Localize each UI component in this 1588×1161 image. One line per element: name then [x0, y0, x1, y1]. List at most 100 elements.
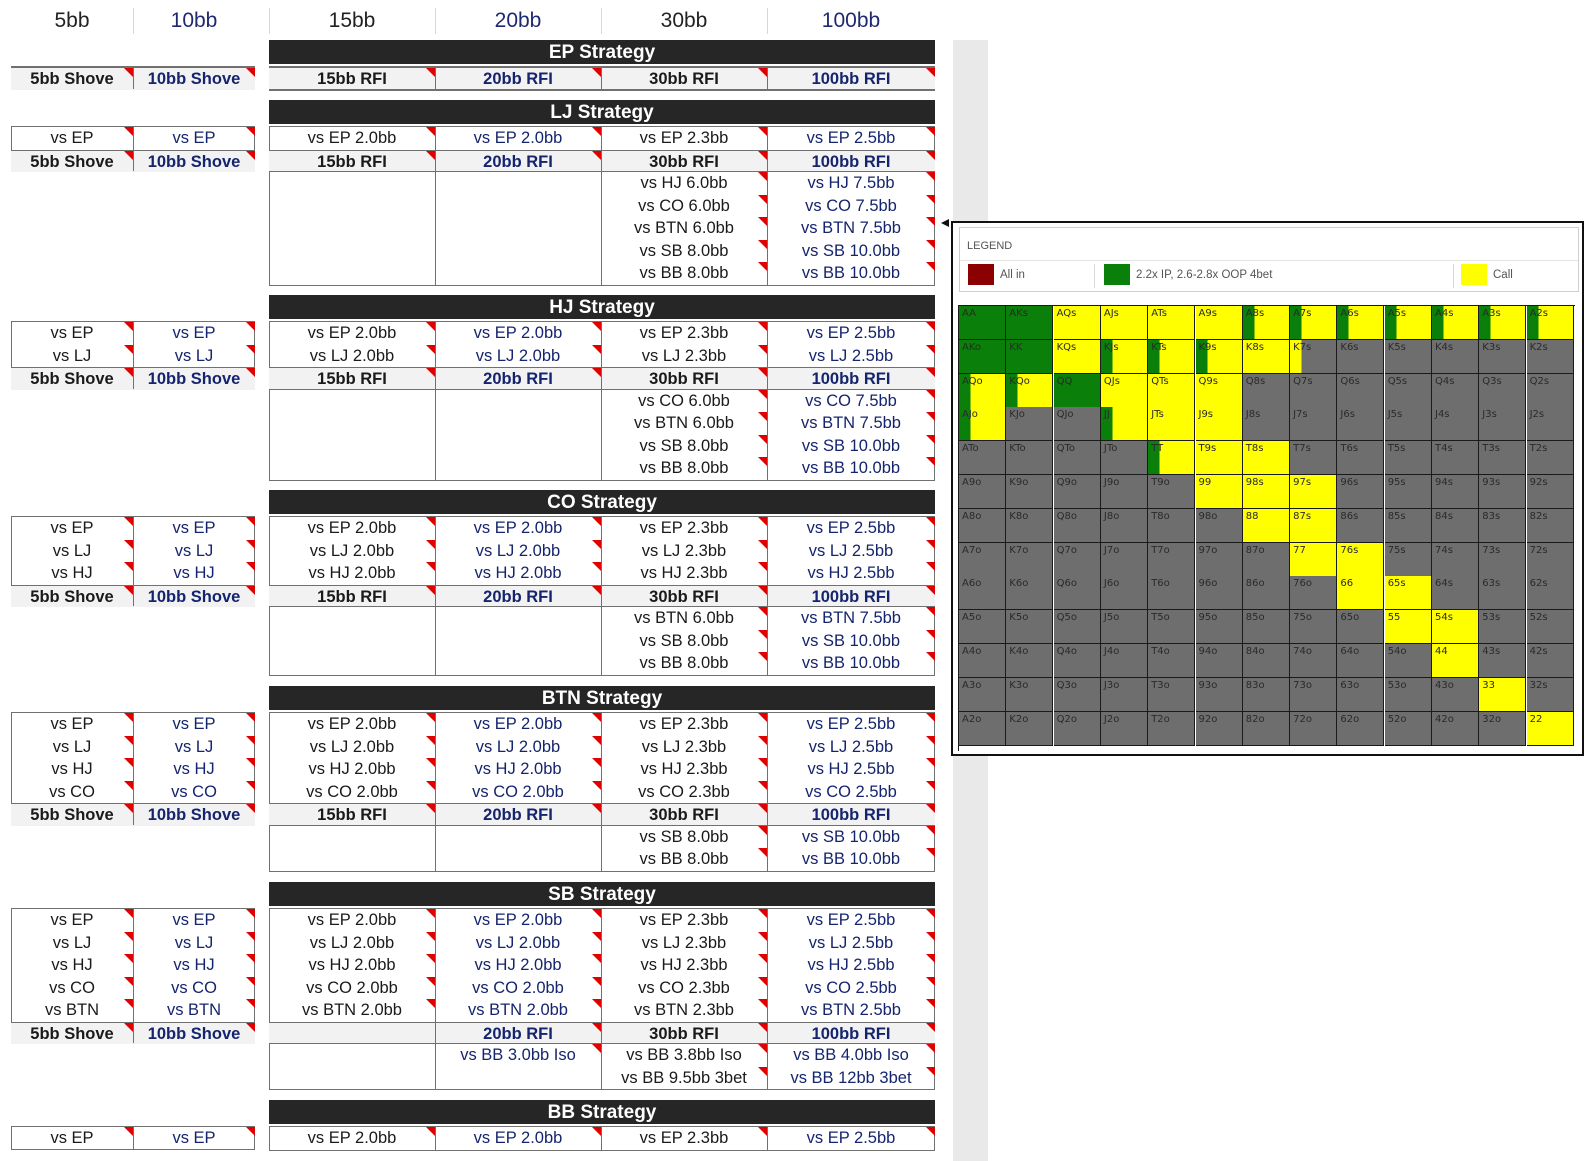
hand-cell[interactable]: T4s: [1432, 441, 1479, 476]
hand-cell[interactable]: J6o: [1100, 576, 1148, 611]
strategy-cell[interactable]: vs LJ: [11, 344, 133, 368]
comment-marker-icon[interactable]: [758, 68, 767, 77]
strategy-cell[interactable]: vs BB 9.5bb 3bet: [601, 1066, 767, 1090]
hand-cell[interactable]: 62o: [1337, 711, 1385, 746]
comment-marker-icon[interactable]: [926, 713, 935, 722]
hand-cell[interactable]: ATo: [959, 441, 1006, 476]
strategy-cell[interactable]: vs EP: [11, 909, 133, 932]
hand-cell[interactable]: A3s: [1479, 306, 1527, 340]
strategy-cell[interactable]: vs EP 2.0bb: [435, 1127, 601, 1150]
strategy-cell[interactable]: vs LJ 2.5bb: [767, 931, 935, 955]
hand-cell[interactable]: 65s: [1384, 576, 1432, 611]
strategy-cell[interactable]: 20bb RFI: [435, 367, 601, 390]
strategy-cell[interactable]: vs BTN 2.0bb: [269, 999, 435, 1022]
strategy-cell[interactable]: vs LJ 2.0bb: [269, 344, 435, 368]
strategy-cell[interactable]: 30bb RFI: [601, 1021, 767, 1044]
comment-marker-icon[interactable]: [926, 412, 935, 421]
comment-marker-icon[interactable]: [758, 539, 767, 549]
hand-cell[interactable]: T6s: [1337, 441, 1385, 476]
strategy-cell[interactable]: vs HJ: [133, 562, 255, 585]
hand-cell[interactable]: Q3o: [1053, 677, 1101, 712]
comment-marker-icon[interactable]: [426, 976, 435, 986]
comment-marker-icon[interactable]: [592, 735, 601, 745]
comment-marker-icon[interactable]: [124, 150, 133, 160]
strategy-cell[interactable]: 100bb RFI: [767, 1021, 935, 1044]
hand-cell[interactable]: AQo: [959, 373, 1006, 408]
comment-marker-icon[interactable]: [758, 322, 767, 331]
hand-cell[interactable]: 22: [1526, 711, 1574, 746]
strategy-cell[interactable]: vs BB 8.0bb: [601, 457, 767, 480]
strategy-cell[interactable]: vs EP 2.5bb: [767, 1127, 935, 1150]
strategy-cell[interactable]: vs BB 12bb 3bet: [767, 1066, 935, 1090]
strategy-cell[interactable]: vs EP 2.0bb: [269, 517, 435, 540]
hand-cell[interactable]: Q8o: [1053, 508, 1101, 543]
comment-marker-icon[interactable]: [124, 585, 133, 595]
hand-cell[interactable]: QTo: [1053, 441, 1101, 476]
comment-marker-icon[interactable]: [926, 457, 935, 466]
hand-cell[interactable]: J3o: [1100, 677, 1148, 712]
strategy-cell[interactable]: vs EP: [11, 322, 133, 345]
hand-cell[interactable]: T8s: [1242, 441, 1290, 476]
strategy-cell[interactable]: 10bb Shove: [133, 67, 255, 90]
comment-marker-icon[interactable]: [592, 780, 601, 790]
hand-cell[interactable]: J7s: [1290, 407, 1338, 442]
hand-cell[interactable]: 95s: [1384, 475, 1432, 509]
hand-cell[interactable]: J7o: [1100, 542, 1148, 577]
hand-cell[interactable]: 42s: [1526, 644, 1574, 678]
strategy-cell[interactable]: vs LJ: [11, 931, 133, 955]
hand-cell[interactable]: T5o: [1148, 610, 1196, 645]
hand-cell[interactable]: 54o: [1384, 644, 1432, 678]
comment-marker-icon[interactable]: [758, 976, 767, 986]
comment-marker-icon[interactable]: [246, 999, 255, 1008]
hand-cell[interactable]: 74o: [1290, 644, 1338, 678]
hand-cell[interactable]: ATs: [1148, 306, 1196, 340]
hand-cell[interactable]: A5s: [1384, 306, 1432, 340]
comment-marker-icon[interactable]: [758, 517, 767, 526]
hand-cell[interactable]: KQo: [1006, 373, 1054, 408]
hand-cell[interactable]: 63s: [1479, 576, 1527, 611]
comment-marker-icon[interactable]: [926, 780, 935, 790]
strategy-cell[interactable]: vs LJ 2.0bb: [435, 344, 601, 368]
comment-marker-icon[interactable]: [758, 607, 767, 616]
hand-cell[interactable]: JJ: [1100, 407, 1148, 442]
hand-cell[interactable]: AJo: [959, 407, 1006, 442]
hand-cell[interactable]: QQ: [1053, 373, 1101, 408]
strategy-cell[interactable]: vs EP: [133, 909, 255, 932]
strategy-cell[interactable]: 5bb Shove: [11, 803, 133, 826]
hand-cell[interactable]: 52o: [1384, 711, 1432, 746]
strategy-cell[interactable]: vs LJ 2.0bb: [269, 539, 435, 563]
hand-cell[interactable]: J3s: [1479, 407, 1527, 442]
strategy-cell[interactable]: 100bb RFI: [767, 584, 935, 607]
hand-cell[interactable]: Q4o: [1053, 644, 1101, 678]
strategy-cell[interactable]: 100bb RFI: [767, 367, 935, 390]
comment-marker-icon[interactable]: [426, 780, 435, 790]
strategy-cell[interactable]: 30bb RFI: [601, 367, 767, 390]
strategy-cell[interactable]: vs LJ 2.3bb: [601, 539, 767, 563]
strategy-cell[interactable]: vs SB 10.0bb: [767, 629, 935, 653]
comment-marker-icon[interactable]: [592, 1127, 601, 1136]
strategy-cell[interactable]: vs LJ: [133, 344, 255, 368]
strategy-cell[interactable]: vs LJ 2.5bb: [767, 344, 935, 368]
strategy-cell[interactable]: vs LJ 2.0bb: [269, 931, 435, 955]
strategy-cell[interactable]: vs LJ 2.0bb: [435, 539, 601, 563]
comment-marker-icon[interactable]: [246, 322, 255, 331]
comment-marker-icon[interactable]: [124, 954, 133, 963]
hand-cell[interactable]: K8o: [1006, 508, 1054, 543]
strategy-cell[interactable]: vs LJ: [11, 735, 133, 759]
hand-cell[interactable]: 66: [1337, 576, 1385, 611]
comment-marker-icon[interactable]: [758, 999, 767, 1008]
comment-marker-icon[interactable]: [926, 194, 935, 204]
hand-cell[interactable]: K5o: [1006, 610, 1054, 645]
comment-marker-icon[interactable]: [758, 1022, 767, 1032]
hand-cell[interactable]: 64s: [1432, 576, 1479, 611]
comment-marker-icon[interactable]: [246, 1127, 255, 1136]
comment-marker-icon[interactable]: [246, 539, 255, 549]
strategy-cell[interactable]: vs EP: [133, 713, 255, 736]
hand-cell[interactable]: 96o: [1195, 576, 1243, 611]
hand-cell[interactable]: 93s: [1479, 475, 1527, 509]
strategy-cell[interactable]: vs BTN: [11, 999, 133, 1022]
comment-marker-icon[interactable]: [926, 652, 935, 661]
strategy-cell[interactable]: vs EP: [11, 517, 133, 540]
hand-cell[interactable]: 85s: [1384, 508, 1432, 543]
hand-cell[interactable]: 92o: [1195, 711, 1243, 746]
